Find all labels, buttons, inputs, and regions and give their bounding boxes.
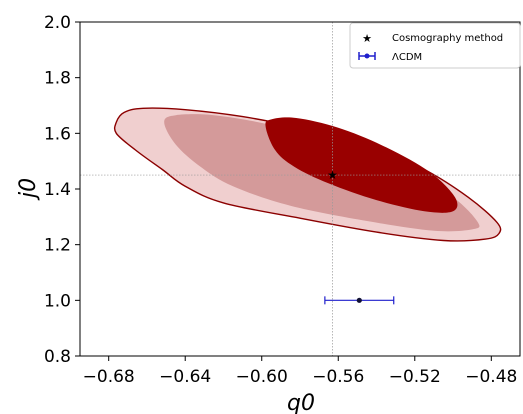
legend-star-icon: ★ bbox=[362, 32, 372, 45]
point-lcdm bbox=[356, 297, 362, 303]
y-tick-label: 0.8 bbox=[44, 347, 71, 367]
legend: ★ Cosmography method ΛCDM bbox=[349, 22, 521, 69]
y-tick-label: 1.6 bbox=[44, 124, 71, 144]
legend-errorbar-icon bbox=[358, 52, 376, 60]
contour-layer bbox=[113, 107, 502, 242]
y-tick-label: 1.0 bbox=[44, 291, 71, 311]
legend-label-cosmography: Cosmography method bbox=[392, 33, 503, 44]
x-tick-label: −0.60 bbox=[236, 367, 288, 387]
data-layer: ★ bbox=[324, 168, 395, 305]
x-tick-label: −0.48 bbox=[465, 367, 517, 387]
y-axis-label: j0 bbox=[16, 178, 41, 201]
x-tick-label: −0.64 bbox=[159, 367, 211, 387]
legend-box bbox=[349, 22, 521, 69]
x-tick-label: −0.68 bbox=[83, 367, 135, 387]
y-tick-label: 1.8 bbox=[44, 69, 71, 89]
y-tick-label: 1.4 bbox=[44, 180, 71, 200]
contour-inner bbox=[265, 117, 458, 213]
x-tick-label: −0.52 bbox=[389, 367, 441, 387]
y-tick-label: 2.0 bbox=[44, 13, 71, 33]
x-tick-label: −0.56 bbox=[312, 367, 364, 387]
y-tick-label: 1.2 bbox=[44, 236, 71, 256]
y-axis: 0.8 1.0 1.2 1.4 1.6 1.8 2.0 bbox=[44, 13, 80, 367]
point-cosmography-star: ★ bbox=[327, 168, 338, 182]
x-axis: −0.68 −0.64 −0.60 −0.56 −0.52 −0.48 bbox=[83, 356, 517, 387]
reference-lines bbox=[80, 22, 520, 356]
legend-label-lcdm: ΛCDM bbox=[392, 52, 422, 63]
x-axis-label: q0 bbox=[287, 391, 315, 414]
